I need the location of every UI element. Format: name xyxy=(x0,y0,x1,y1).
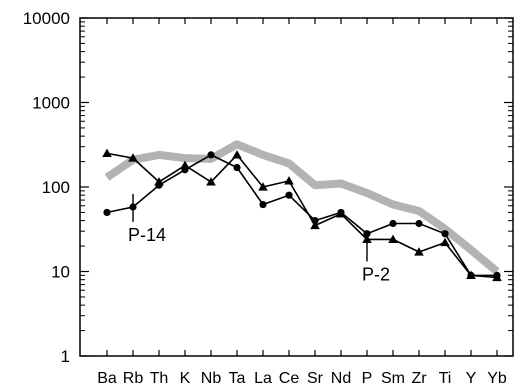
circle-point xyxy=(259,200,267,209)
triangle-point xyxy=(466,270,476,279)
y-axis: 1 10 100 1000 10000 xyxy=(23,9,513,366)
x-tick-label-nb: Nb xyxy=(201,370,222,387)
annotation-layer: P-14 P-2 xyxy=(128,193,390,284)
triangle-point xyxy=(414,247,424,256)
y-tick-label: 1000 xyxy=(32,94,70,113)
triangle-point xyxy=(284,176,294,185)
triangle-point xyxy=(492,272,502,282)
x-tick-label-p: P xyxy=(362,370,373,387)
series-layer xyxy=(102,140,502,282)
x-tick-label-rb: Rb xyxy=(123,370,144,387)
circle-point xyxy=(207,151,215,159)
x-tick-label-k: K xyxy=(180,370,191,387)
circle-point xyxy=(389,219,397,228)
circle-point xyxy=(285,191,293,199)
triangle-point xyxy=(128,153,138,162)
triangle-point xyxy=(102,148,112,157)
circle-point xyxy=(233,163,241,172)
triangle-point xyxy=(206,177,216,186)
x-tick-label-y: Y xyxy=(466,370,477,387)
y-tick-label: 100 xyxy=(42,178,70,197)
triangle-point xyxy=(258,182,268,191)
annotation-label: P-2 xyxy=(362,264,390,284)
plot-frame xyxy=(79,17,514,357)
y-tick-label: 10000 xyxy=(23,9,70,28)
triangle-point xyxy=(336,209,346,218)
y-tick-label: 10 xyxy=(51,263,70,282)
y-tick-label: 1 xyxy=(61,347,70,366)
x-tick-label-sr: Sr xyxy=(307,370,324,387)
triangle-point xyxy=(232,150,242,159)
circle-point xyxy=(415,219,423,228)
triangle-point xyxy=(180,160,190,170)
triangle-point xyxy=(440,237,450,247)
x-tick-label-ce: Ce xyxy=(279,370,300,387)
x-tick-label-zr: Zr xyxy=(411,370,427,387)
series-line-1 xyxy=(106,154,497,277)
series-line-0 xyxy=(104,140,500,275)
x-tick-label-la: La xyxy=(254,370,272,387)
x-tick-label-sm: Sm xyxy=(381,370,405,387)
triangle-point xyxy=(154,177,164,186)
circle-point xyxy=(441,230,449,238)
triangle-point xyxy=(388,234,398,243)
x-axis: Ba Rb Th K Nb Ta La Ce Sr Nd P Sm Zr Ti Y Yb xyxy=(97,18,507,387)
x-tick-label-nd: Nd xyxy=(331,370,351,387)
x-tick-label-yb: Yb xyxy=(487,370,507,387)
annotation-label: P-14 xyxy=(128,225,166,245)
x-tick-label-ba: Ba xyxy=(97,370,117,387)
x-tick-label-th: Th xyxy=(150,370,169,387)
triangle-point xyxy=(310,220,320,230)
x-tick-label-ta: Ta xyxy=(229,370,246,387)
circle-point xyxy=(103,208,111,217)
series-line-2 xyxy=(106,152,498,279)
x-tick-label-ti: Ti xyxy=(439,370,452,387)
